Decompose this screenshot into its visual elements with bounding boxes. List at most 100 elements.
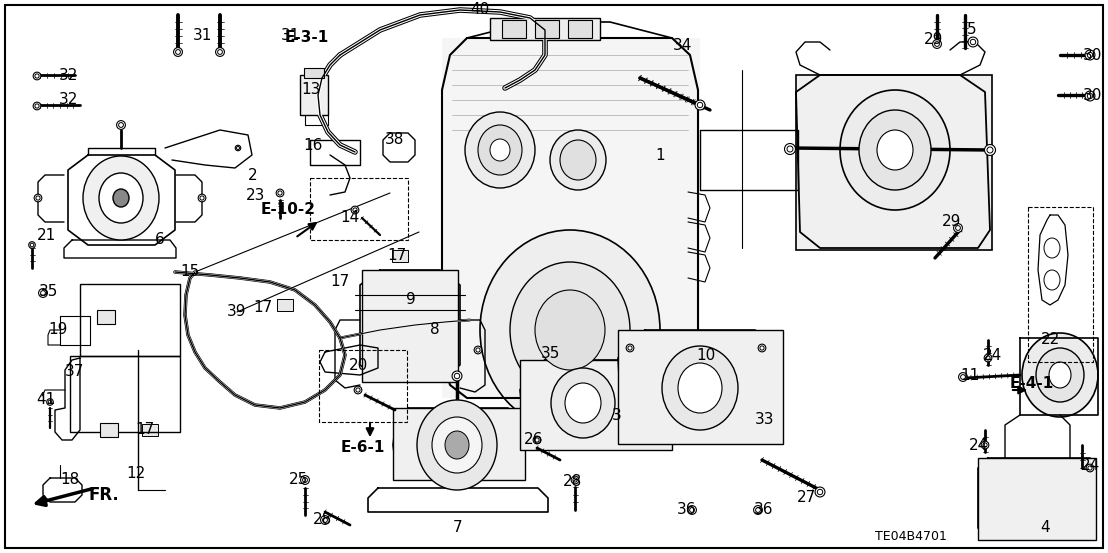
Circle shape bbox=[535, 438, 540, 442]
Bar bbox=[362, 270, 458, 382]
Text: E-6-1: E-6-1 bbox=[341, 440, 386, 455]
Circle shape bbox=[217, 50, 223, 54]
Text: 35: 35 bbox=[541, 346, 560, 361]
Ellipse shape bbox=[565, 383, 601, 423]
Circle shape bbox=[968, 37, 978, 47]
Bar bbox=[618, 330, 783, 444]
Ellipse shape bbox=[661, 346, 738, 430]
Circle shape bbox=[971, 39, 976, 45]
Circle shape bbox=[216, 48, 225, 56]
Text: 14: 14 bbox=[340, 211, 360, 226]
Ellipse shape bbox=[1049, 362, 1071, 388]
Text: 41: 41 bbox=[37, 393, 55, 408]
Circle shape bbox=[33, 102, 41, 110]
Circle shape bbox=[30, 243, 34, 247]
Circle shape bbox=[236, 147, 239, 149]
Circle shape bbox=[49, 400, 52, 404]
Text: 38: 38 bbox=[386, 133, 404, 148]
Circle shape bbox=[982, 441, 988, 449]
Bar bbox=[568, 20, 592, 38]
Ellipse shape bbox=[840, 90, 950, 210]
Text: 24: 24 bbox=[983, 347, 1002, 363]
Bar bbox=[304, 68, 324, 78]
Bar bbox=[98, 310, 115, 324]
Bar bbox=[70, 356, 179, 432]
Text: 31: 31 bbox=[280, 28, 299, 43]
Bar bbox=[100, 423, 117, 437]
Bar bbox=[142, 424, 158, 436]
Circle shape bbox=[454, 373, 460, 379]
Ellipse shape bbox=[83, 156, 160, 240]
Text: 37: 37 bbox=[64, 364, 84, 379]
Text: 23: 23 bbox=[246, 189, 266, 204]
Ellipse shape bbox=[560, 140, 596, 180]
Circle shape bbox=[278, 191, 283, 195]
Ellipse shape bbox=[490, 139, 510, 161]
Ellipse shape bbox=[1044, 238, 1060, 258]
Circle shape bbox=[818, 489, 823, 495]
Bar bbox=[80, 284, 179, 356]
Circle shape bbox=[758, 344, 766, 352]
Ellipse shape bbox=[465, 112, 535, 188]
Ellipse shape bbox=[678, 363, 722, 413]
Ellipse shape bbox=[550, 130, 606, 190]
Circle shape bbox=[33, 72, 41, 80]
Ellipse shape bbox=[99, 173, 143, 223]
Circle shape bbox=[1088, 466, 1092, 470]
Text: 30: 30 bbox=[1084, 48, 1102, 62]
Text: 31: 31 bbox=[193, 28, 212, 43]
Ellipse shape bbox=[445, 431, 469, 459]
Bar bbox=[978, 458, 1096, 540]
Circle shape bbox=[199, 196, 204, 200]
Text: 10: 10 bbox=[696, 347, 716, 363]
Text: 12: 12 bbox=[126, 466, 145, 481]
Circle shape bbox=[787, 146, 793, 152]
Circle shape bbox=[235, 145, 240, 151]
Text: 20: 20 bbox=[348, 357, 368, 373]
Text: 28: 28 bbox=[563, 474, 582, 489]
Circle shape bbox=[34, 194, 42, 202]
Text: 24: 24 bbox=[968, 437, 987, 452]
Circle shape bbox=[933, 40, 942, 49]
Bar bbox=[796, 75, 992, 250]
Circle shape bbox=[320, 515, 329, 524]
Circle shape bbox=[302, 478, 307, 482]
Circle shape bbox=[1085, 50, 1095, 60]
Bar bbox=[520, 360, 671, 450]
Circle shape bbox=[958, 373, 967, 382]
Bar bbox=[490, 18, 601, 40]
Text: 30: 30 bbox=[1084, 87, 1102, 102]
Circle shape bbox=[34, 74, 39, 78]
Circle shape bbox=[356, 388, 360, 392]
Circle shape bbox=[695, 100, 705, 110]
Text: E-10-2: E-10-2 bbox=[261, 202, 316, 217]
Circle shape bbox=[756, 508, 760, 513]
Ellipse shape bbox=[417, 400, 497, 490]
Text: 28: 28 bbox=[312, 513, 331, 528]
Circle shape bbox=[689, 508, 695, 513]
Circle shape bbox=[1085, 91, 1095, 101]
Text: 34: 34 bbox=[673, 38, 691, 53]
Text: 32: 32 bbox=[59, 92, 78, 107]
Text: 39: 39 bbox=[227, 305, 247, 320]
Circle shape bbox=[983, 443, 987, 447]
Text: 9: 9 bbox=[407, 293, 416, 307]
Text: 17: 17 bbox=[135, 422, 155, 437]
Bar bbox=[502, 20, 526, 38]
Text: 5: 5 bbox=[967, 23, 977, 38]
Bar bbox=[1028, 207, 1092, 362]
Text: 29: 29 bbox=[924, 33, 944, 48]
Circle shape bbox=[119, 123, 123, 127]
Text: 32: 32 bbox=[59, 67, 78, 82]
Bar bbox=[393, 408, 525, 480]
Bar bbox=[310, 178, 408, 240]
Ellipse shape bbox=[535, 290, 605, 370]
Circle shape bbox=[1087, 53, 1092, 58]
Text: 3: 3 bbox=[612, 408, 622, 422]
Text: 25: 25 bbox=[288, 472, 308, 488]
Circle shape bbox=[573, 478, 577, 482]
Text: 29: 29 bbox=[942, 215, 962, 229]
Circle shape bbox=[1087, 93, 1092, 98]
Circle shape bbox=[474, 346, 482, 354]
Bar bbox=[300, 75, 328, 115]
